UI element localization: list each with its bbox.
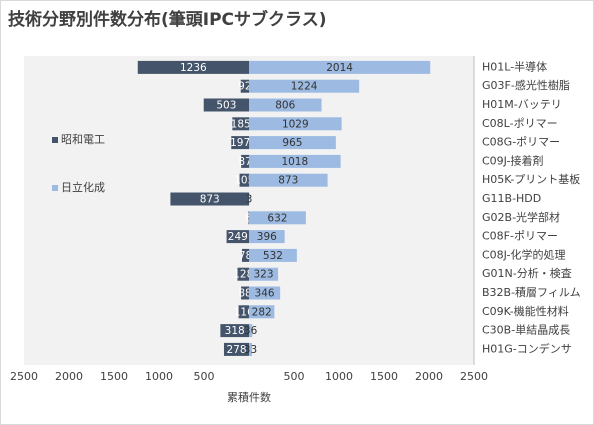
legend-label: 昭和電工: [61, 133, 105, 146]
bar: [238, 305, 249, 319]
value-label: 3: [246, 194, 253, 206]
category-label: C09J-接着剤: [482, 153, 544, 167]
value-label: 249: [228, 231, 248, 243]
legend-swatch: [52, 137, 58, 143]
bar: [249, 136, 336, 150]
value-label: 503: [216, 100, 236, 112]
value-label: 185: [231, 118, 251, 130]
bar: [232, 117, 249, 131]
value-label: 33: [244, 344, 257, 356]
value-label: 282: [252, 306, 272, 318]
value-label: 1236: [180, 62, 207, 74]
value-label: 396: [257, 231, 277, 243]
bar: [240, 79, 249, 93]
value-label: 532: [263, 250, 283, 262]
bar: [249, 286, 281, 300]
value-label: 128: [233, 269, 253, 281]
bar: [170, 192, 249, 206]
value-label: 92: [238, 81, 251, 93]
value-label: 2014: [326, 62, 353, 74]
value-label: 6: [245, 212, 252, 224]
bar: [241, 154, 249, 168]
legend-label: 日立化成: [61, 180, 105, 194]
bar: [249, 211, 306, 225]
bar: [249, 230, 285, 244]
x-axis-title: 累積件数: [227, 390, 271, 404]
bar: [249, 117, 342, 131]
value-label: 1224: [291, 81, 318, 93]
category-label: H01M-バッテリ: [482, 98, 562, 111]
value-label: 197: [230, 137, 250, 149]
category-label: C08G-ポリマー: [482, 136, 560, 149]
category-label: C30B-単結晶成長: [482, 323, 570, 337]
value-label: 346: [255, 288, 275, 300]
bar: [237, 267, 249, 281]
category-label: G03F-感光性樹脂: [482, 78, 570, 92]
x-tick-label: 1500: [370, 370, 398, 383]
bar: [249, 305, 275, 319]
bar: [248, 211, 249, 225]
category-label: C08J-化学的処理: [482, 247, 566, 261]
category-label: G02B-光学部材: [482, 210, 560, 224]
category-label: H01L-半導体: [482, 59, 547, 73]
bar: [249, 342, 252, 356]
value-label: 1018: [281, 156, 308, 168]
value-label: 632: [267, 212, 287, 224]
category-label: G11B-HDD: [482, 192, 541, 205]
x-tick-label: 2500: [10, 370, 38, 383]
value-label: 873: [278, 175, 298, 187]
value-label: 88: [238, 288, 251, 300]
category-label: C09K-機能性材料: [482, 304, 569, 318]
x-tick-label: 2000: [415, 370, 443, 383]
bar: [223, 342, 249, 356]
x-tick-label: 1500: [100, 370, 128, 383]
value-label: 965: [282, 137, 302, 149]
category-label: C08L-ポリマー: [482, 117, 558, 130]
bar: [231, 136, 249, 150]
value-label: 278: [226, 344, 246, 356]
bar: [249, 60, 431, 74]
bar: [249, 154, 341, 168]
bar: [249, 173, 328, 187]
bar: [137, 60, 249, 74]
category-label: B32B-積層フィルム: [482, 285, 581, 299]
category-label: H01G-コンデンサ: [482, 341, 572, 355]
bar: [241, 286, 249, 300]
value-label: 806: [275, 100, 295, 112]
bar: [249, 248, 297, 262]
value-label: 87: [238, 156, 251, 168]
value-label: 78: [239, 250, 252, 262]
bar: [249, 98, 322, 112]
x-tick-label: 2000: [55, 370, 83, 383]
x-tick-label: 500: [284, 370, 305, 383]
category-label: H05K-プリント基板: [482, 172, 580, 186]
category-label: G01N-分析・検査: [482, 266, 572, 280]
value-label: 873: [200, 194, 220, 206]
value-label: 323: [254, 269, 274, 281]
bar: [203, 98, 249, 112]
x-tick-label: 500: [194, 370, 215, 383]
x-tick-label: 1000: [145, 370, 173, 383]
x-tick-label: 2500: [460, 370, 488, 383]
bar: [249, 79, 360, 93]
value-label: 318: [225, 325, 245, 337]
bar: [241, 248, 249, 262]
value-label: 36: [244, 325, 258, 337]
bar: [220, 324, 249, 338]
category-label: C08F-ポリマー: [482, 230, 558, 243]
bar: [249, 324, 253, 338]
bar: [226, 230, 249, 244]
legend-swatch: [52, 185, 58, 191]
value-label: 1029: [282, 118, 309, 130]
bar: [249, 267, 279, 281]
x-tick-label: 1000: [325, 370, 353, 383]
chart-title: 技術分野別件数分布(筆頭IPCサブクラス): [8, 9, 326, 30]
bar: [239, 173, 249, 187]
